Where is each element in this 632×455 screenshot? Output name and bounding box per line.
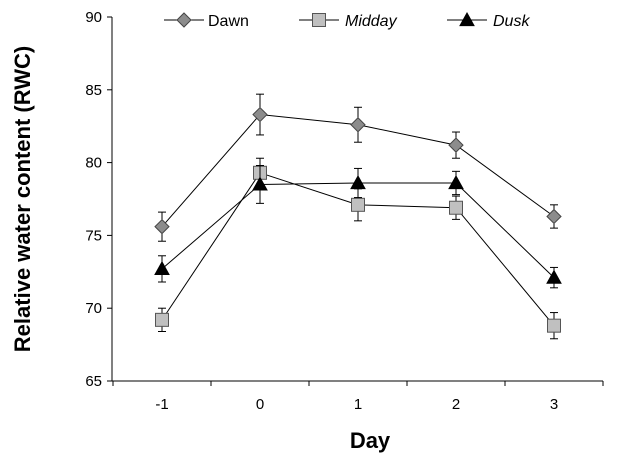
x-tick-label: 2 xyxy=(452,396,460,413)
data-point xyxy=(449,200,463,215)
series-dawn xyxy=(154,93,562,242)
data-point xyxy=(154,260,170,275)
legend-item-dusk: Dusk xyxy=(447,11,530,30)
y-tick-label: 70 xyxy=(85,300,102,317)
data-point xyxy=(252,176,268,191)
legend-marker xyxy=(312,13,326,27)
legend-label: Midday xyxy=(345,13,398,30)
y-tick-label: 65 xyxy=(85,373,102,390)
x-tick-label: 3 xyxy=(550,396,558,413)
x-axis-title: Day xyxy=(350,428,391,453)
data-point xyxy=(350,174,366,190)
data-point xyxy=(547,318,561,333)
x-tick-label: -1 xyxy=(155,396,168,413)
series-dusk xyxy=(154,165,562,289)
data-point xyxy=(350,117,366,133)
data-point xyxy=(546,269,562,284)
y-tick-label: 75 xyxy=(85,227,102,244)
series-layer xyxy=(154,93,562,340)
legend-marker xyxy=(459,11,475,27)
legend-label: Dusk xyxy=(493,13,530,30)
data-point xyxy=(448,174,464,190)
data-point xyxy=(448,137,464,153)
x-axis-ticks: -1 0 1 2 3 xyxy=(112,381,604,413)
axes xyxy=(111,17,603,382)
y-tick-label: 90 xyxy=(85,9,102,26)
data-point xyxy=(155,312,169,327)
legend-label: Dawn xyxy=(208,13,249,30)
data-point xyxy=(252,106,268,123)
x-tick-label: 0 xyxy=(256,396,264,413)
data-point xyxy=(351,197,365,212)
y-tick-label: 85 xyxy=(85,82,102,99)
legend-item-midday: Midday xyxy=(299,13,398,30)
legend-marker xyxy=(176,12,192,28)
data-point xyxy=(546,208,562,225)
y-tick-label: 80 xyxy=(85,155,102,172)
y-axis-ticks: 65 70 75 80 85 90 xyxy=(85,9,112,390)
legend-item-dawn: Dawn xyxy=(164,12,249,30)
data-point xyxy=(154,218,170,235)
legend: Dawn Midday Dusk xyxy=(164,11,530,30)
y-axis-title: Relative water content (RWC) xyxy=(10,46,35,352)
x-tick-label: 1 xyxy=(354,396,362,413)
